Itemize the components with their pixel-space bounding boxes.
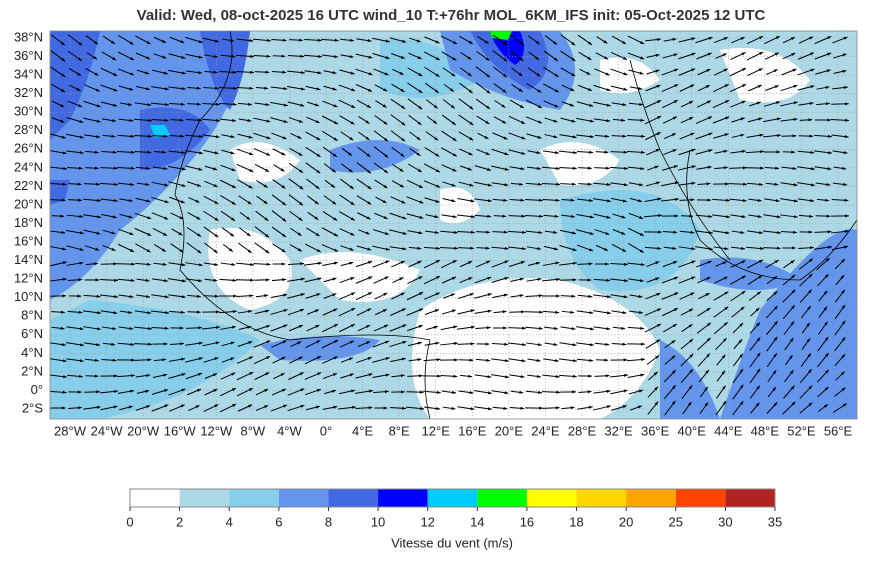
lat-label: 12°N (14, 271, 43, 286)
colorbar-tick-label: 30 (718, 514, 732, 529)
colorbar-tick-label: 12 (420, 514, 434, 529)
lat-label: 22°N (14, 178, 43, 193)
colorbar-swatch (229, 489, 279, 507)
colorbar-swatch (527, 489, 577, 507)
colorbar-swatch (279, 489, 329, 507)
lon-label: 4°W (277, 423, 302, 438)
lon-label: 44°E (714, 423, 743, 438)
lon-label: 12°E (422, 423, 451, 438)
lat-label: 10°N (14, 289, 43, 304)
colorbar-tick-label: 10 (371, 514, 385, 529)
lat-label: 6°N (21, 326, 43, 341)
lat-label: 2°S (22, 400, 43, 415)
lon-label: 8°E (389, 423, 410, 438)
title: Valid: Wed, 08-oct-2025 16 UTC wind_10 T… (137, 7, 766, 24)
colorbar-swatch (180, 489, 230, 507)
lon-label: 16°W (164, 423, 197, 438)
lon-label: 52°E (787, 423, 816, 438)
lat-label: 32°N (14, 85, 43, 100)
colorbar-tick-label: 2 (176, 514, 183, 529)
lon-label: 28°E (568, 423, 597, 438)
colorbar-tick-label: 14 (470, 514, 484, 529)
colorbar-swatch (477, 489, 527, 507)
colorbar: 0 2 4 6 8 10 12 14 16 18 20 25 30 35 (126, 489, 782, 529)
lon-label: 40°E (678, 423, 707, 438)
lat-label: 24°N (14, 159, 43, 174)
lon-label: 0° (320, 423, 332, 438)
colorbar-swatch (577, 489, 627, 507)
lat-label: 8°N (21, 308, 43, 323)
colorbar-tick-label: 0 (126, 514, 133, 529)
lon-label: 20°E (495, 423, 524, 438)
lon-label: 56°E (824, 423, 853, 438)
lat-label: 14°N (14, 252, 43, 267)
lon-label: 28°W (54, 423, 87, 438)
colorbar-swatch (725, 489, 775, 507)
lon-label: 4°E (352, 423, 373, 438)
lat-label: 36°N (14, 48, 43, 63)
colorbar-label: Vitesse du vent (m/s) (391, 535, 513, 550)
colorbar-swatch (676, 489, 726, 507)
lat-label: 0° (31, 382, 43, 397)
lon-label: 32°E (604, 423, 633, 438)
lat-label: 16°N (14, 233, 43, 248)
lon-label: 36°E (641, 423, 670, 438)
lon-label: 20°W (127, 423, 160, 438)
colorbar-tick-label: 18 (569, 514, 583, 529)
colorbar-tick-label: 4 (226, 514, 233, 529)
lat-label: 28°N (14, 122, 43, 137)
colorbar-tick-label: 8 (325, 514, 332, 529)
lat-label: 34°N (14, 67, 43, 82)
lon-label: 24°E (531, 423, 560, 438)
colorbar-swatch (130, 489, 180, 507)
lat-label: 26°N (14, 141, 43, 156)
colorbar-tick-label: 16 (520, 514, 534, 529)
colorbar-tick-label: 20 (619, 514, 633, 529)
lon-label: 12°W (200, 423, 233, 438)
colorbar-swatch (428, 489, 478, 507)
lat-label: 30°N (14, 104, 43, 119)
lon-label: 16°E (458, 423, 487, 438)
colorbar-swatch (328, 489, 378, 507)
lat-label: 18°N (14, 215, 43, 230)
colorbar-tick-label: 25 (669, 514, 683, 529)
lat-label: 38°N (14, 29, 43, 44)
map-field (49, 31, 857, 419)
colorbar-swatch (378, 489, 428, 507)
lon-label: 48°E (751, 423, 780, 438)
colorbar-swatch (626, 489, 676, 507)
lon-label: 8°W (241, 423, 266, 438)
lat-label: 4°N (21, 345, 43, 360)
colorbar-tick-label: 35 (768, 514, 782, 529)
lon-label: 24°W (91, 423, 124, 438)
lat-label: 20°N (14, 196, 43, 211)
colorbar-tick-label: 6 (275, 514, 282, 529)
lat-label: 2°N (21, 363, 43, 378)
